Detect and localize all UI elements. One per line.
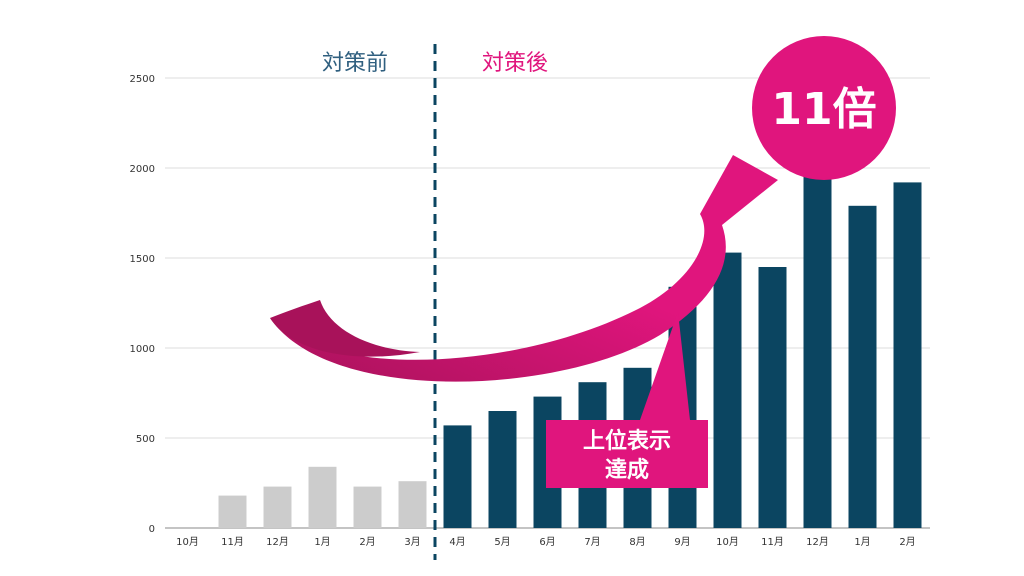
after-label: 対策後 — [482, 51, 548, 76]
y-tick-label: 2000 — [130, 164, 155, 175]
y-tick-label: 1000 — [130, 344, 155, 355]
growth-arrow — [270, 155, 778, 382]
before-label: 対策前 — [322, 51, 388, 76]
callout-pointer — [640, 312, 690, 420]
x-tick-label: 10月 — [716, 536, 739, 548]
bar-3 — [308, 466, 337, 528]
callout-line-2: 達成 — [605, 457, 649, 483]
x-tick-label: 7月 — [584, 536, 600, 548]
x-tick-label: 12月 — [806, 536, 829, 548]
growth-arrow-tail — [270, 300, 420, 357]
x-tick-label: 10月 — [176, 536, 199, 548]
multiplier-badge — [752, 36, 896, 180]
x-tick-label: 3月 — [404, 536, 420, 548]
y-tick-label: 500 — [136, 434, 155, 445]
bar-16 — [893, 182, 922, 528]
multiplier-text: 11倍 — [771, 84, 876, 135]
x-tick-label: 6月 — [539, 536, 555, 548]
x-tick-label: 12月 — [266, 536, 289, 548]
callout-box — [546, 420, 708, 488]
bar-14 — [803, 169, 832, 529]
x-tick-label: 9月 — [674, 536, 690, 548]
x-tick-label: 1月 — [314, 536, 330, 548]
bar-6 — [443, 425, 472, 528]
x-tick-label: 2月 — [359, 536, 375, 548]
bar-13 — [758, 267, 787, 528]
bar-1 — [218, 495, 247, 528]
x-tick-label: 5月 — [494, 536, 510, 548]
y-tick-label: 2500 — [130, 74, 155, 85]
x-tick-label: 1月 — [854, 536, 870, 548]
y-tick-label: 0 — [149, 524, 155, 535]
x-tick-label: 11月 — [221, 536, 244, 548]
bar-7 — [488, 411, 517, 528]
bar-12 — [713, 252, 742, 528]
x-tick-label: 11月 — [761, 536, 784, 548]
x-tick-label: 8月 — [629, 536, 645, 548]
y-axis-ticks: 0 500 1000 1500 2000 2500 — [130, 74, 155, 535]
x-tick-label: 2月 — [899, 536, 915, 548]
x-tick-label: 4月 — [449, 536, 465, 548]
bar-15 — [848, 205, 877, 529]
y-tick-label: 1500 — [130, 254, 155, 265]
callout-line-1: 上位表示 — [583, 428, 671, 454]
x-axis-ticks: 10月 11月 12月 1月 2月 3月 4月 5月 6月 7月 8月 9月 10月 11月 12月 1月 2月 — [176, 536, 916, 548]
bar-5 — [398, 481, 427, 528]
bar-2 — [263, 486, 292, 528]
bar-4 — [353, 486, 382, 528]
